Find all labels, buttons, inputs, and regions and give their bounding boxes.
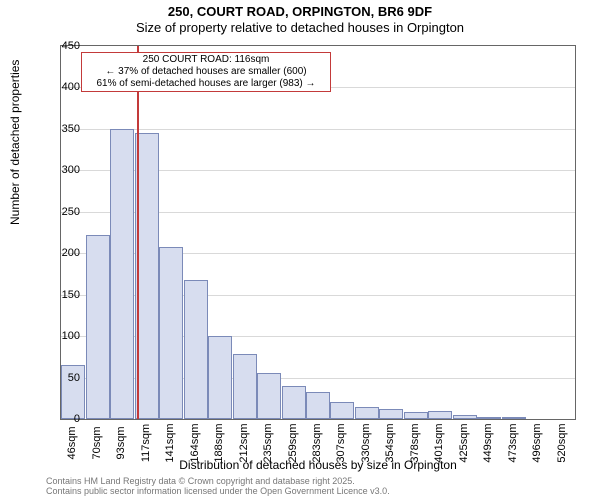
x-tick: 117sqm: [140, 424, 152, 462]
x-tick: 188sqm: [213, 423, 225, 462]
x-tick: 473sqm: [507, 423, 519, 462]
x-tick: 378sqm: [409, 423, 421, 462]
annotation-line2: 61% of semi-detached houses are larger (…: [86, 78, 326, 90]
histogram-bar: [404, 412, 428, 419]
y-tick: 250: [62, 206, 80, 218]
x-tick: 93sqm: [115, 426, 127, 459]
histogram-bar: [86, 235, 110, 419]
x-tick: 330sqm: [360, 423, 372, 462]
histogram-bar: [208, 336, 232, 419]
histogram-bar: [282, 386, 306, 419]
x-tick: 141sqm: [164, 423, 176, 462]
x-tick-labels: 46sqm 70sqm 93sqm 117sqm 141sqm 164sqm 188sqm 2…: [60, 421, 576, 459]
x-tick: 70sqm: [91, 426, 103, 459]
histogram-bar: [159, 247, 183, 419]
x-tick: 259sqm: [287, 423, 299, 462]
x-tick: 401sqm: [433, 423, 445, 462]
x-tick: 449sqm: [482, 423, 494, 462]
histogram-bar: [330, 402, 354, 419]
y-tick: 100: [62, 330, 80, 342]
histogram-bar: [233, 354, 257, 419]
annotation-box: 250 COURT ROAD: 116sqm← 37% of detached …: [81, 52, 331, 92]
histogram-bar: [306, 392, 330, 419]
histogram-bar: [453, 415, 477, 419]
annotation-title: 250 COURT ROAD: 116sqm: [86, 54, 326, 66]
histogram-bar: [477, 417, 501, 419]
chart-container: 250, COURT ROAD, ORPINGTON, BR6 9DF Size…: [0, 0, 600, 500]
histogram-bar: [379, 409, 403, 419]
x-tick: 212sqm: [238, 423, 250, 462]
attribution-footer: Contains HM Land Registry data © Crown c…: [46, 476, 390, 497]
y-axis-label: Number of detached properties: [8, 60, 22, 225]
histogram-bar: [184, 280, 208, 419]
y-tick: 300: [62, 164, 80, 176]
y-tick: 150: [62, 289, 80, 301]
x-axis-label: Distribution of detached houses by size …: [60, 458, 576, 472]
histogram-bar: [110, 129, 134, 419]
property-marker-line: [137, 46, 139, 419]
x-tick: 46sqm: [66, 426, 78, 459]
x-tick: 496sqm: [531, 423, 543, 462]
histogram-bar: [257, 373, 281, 419]
y-tick: 350: [62, 123, 80, 135]
y-tick: 450: [62, 40, 80, 52]
histogram-bar: [502, 417, 526, 419]
x-tick: 283sqm: [311, 423, 323, 462]
histogram-bar: [428, 411, 452, 419]
y-tick: 400: [62, 81, 80, 93]
x-tick: 235sqm: [262, 423, 274, 462]
x-tick: 425sqm: [458, 423, 470, 462]
histogram-bar: [355, 407, 379, 419]
plot-area: 250 COURT ROAD: 116sqm← 37% of detached …: [60, 45, 576, 420]
x-tick: 520sqm: [556, 423, 568, 462]
x-tick: 307sqm: [335, 423, 347, 462]
title-line1: 250, COURT ROAD, ORPINGTON, BR6 9DF: [0, 4, 600, 19]
x-tick: 164sqm: [189, 423, 201, 462]
footer-line2: Contains public sector information licen…: [46, 486, 390, 496]
title-line2: Size of property relative to detached ho…: [0, 20, 600, 35]
y-tick: 200: [62, 247, 80, 259]
y-tick: 50: [68, 372, 80, 384]
footer-line1: Contains HM Land Registry data © Crown c…: [46, 476, 355, 486]
annotation-line1: ← 37% of detached houses are smaller (60…: [86, 66, 326, 78]
x-tick: 354sqm: [384, 423, 396, 462]
